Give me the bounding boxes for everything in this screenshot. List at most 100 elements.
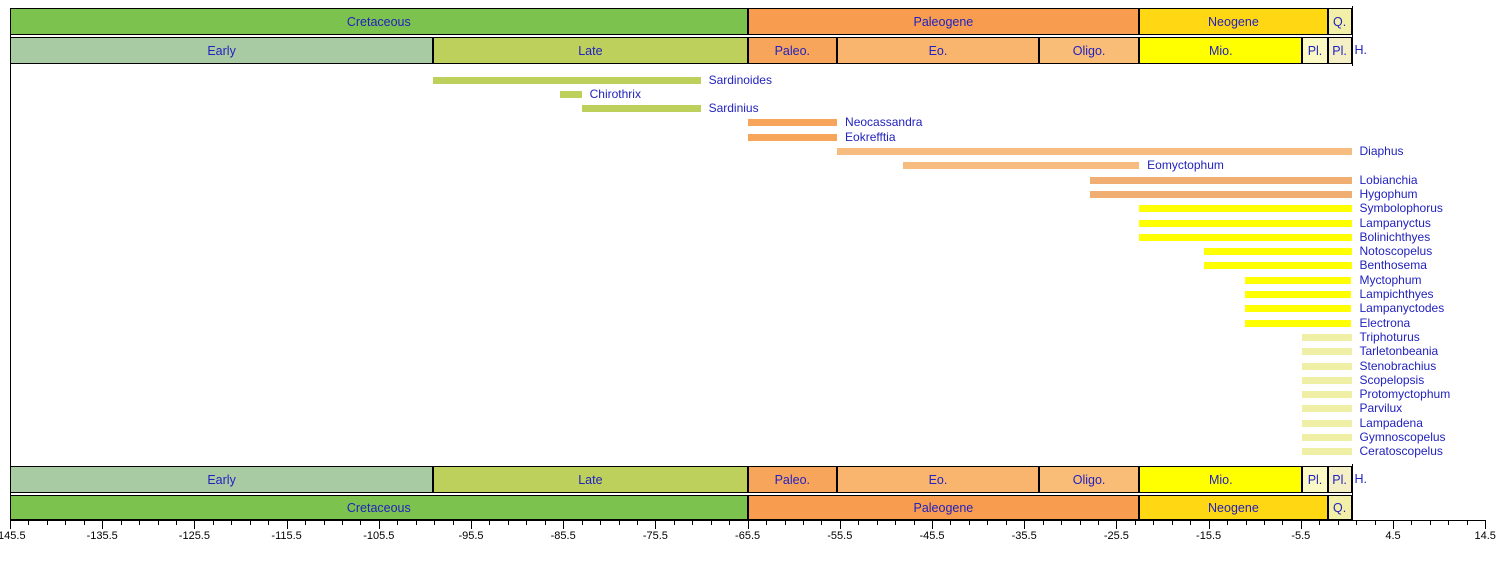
axis-minor-tick: [729, 521, 731, 525]
axis-minor-tick: [507, 521, 509, 525]
taxon-range-bar-parvilux: [1302, 405, 1352, 413]
taxon-range-bar-electrona: [1244, 319, 1352, 327]
taxon-label-tarletonbeania: Tarletonbeania: [1359, 344, 1439, 359]
axis-tick-label: -85.5: [550, 530, 576, 542]
taxon-range-bar-hygophum: [1089, 190, 1352, 198]
axis-minor-tick: [1282, 521, 1284, 525]
top-epoch-band-label: Oligo.: [1072, 43, 1106, 58]
axis-tick-label: -15.5: [1196, 530, 1222, 542]
axis-major-tick: [1024, 521, 1026, 529]
top-period-band-label: Cretaceous: [346, 14, 411, 29]
taxon-range-bar-myctophum: [1244, 276, 1352, 284]
present-day-boundary-line-bottom: [1352, 464, 1353, 520]
axis-minor-tick: [1061, 521, 1063, 525]
time-axis-line: [10, 520, 1487, 521]
axis-minor-tick: [766, 521, 767, 525]
axis-minor-tick: [544, 521, 546, 525]
axis-minor-tick: [987, 521, 989, 525]
taxon-label-scopelopsis: Scopelopsis: [1359, 372, 1425, 387]
taxon-range-bar-stenobrachius: [1302, 362, 1352, 370]
taxon-range-bar-lampadena: [1302, 419, 1352, 427]
axis-major-tick: [839, 521, 841, 529]
top-period-band-neogene-2: Neogene: [1139, 8, 1328, 35]
axis-minor-tick: [710, 521, 712, 525]
axis-minor-tick: [673, 521, 675, 525]
taxon-label-chirothrix: Chirothrix: [589, 86, 641, 101]
axis-minor-tick: [968, 521, 970, 525]
taxon-range-bar-notoscopelus: [1203, 248, 1352, 256]
bottom-epoch-band-late-1: Late: [433, 466, 748, 493]
bottom-epoch-band-h-label: H.: [1354, 471, 1368, 486]
axis-minor-tick: [157, 521, 159, 525]
top-epoch-band-label: Late: [578, 43, 603, 58]
taxon-range-bar-symbolophorus: [1139, 205, 1352, 213]
axis-minor-tick: [784, 521, 786, 525]
axis-minor-tick: [1153, 521, 1155, 525]
bottom-period-band-label: Cretaceous: [346, 500, 411, 515]
taxon-label-triphoturus: Triphoturus: [1359, 329, 1420, 344]
bottom-epoch-band-label: Oligo.: [1072, 472, 1106, 487]
top-epoch-band-label: Pl.: [1307, 43, 1323, 58]
axis-tick-label: -105.5: [363, 530, 395, 542]
top-epoch-band-eo-3: Eo.: [837, 37, 1039, 64]
bottom-period-band-q-3: Q.: [1327, 495, 1352, 520]
taxon-range-bar-protomyctophum: [1302, 391, 1352, 399]
axis-minor-tick: [46, 521, 48, 525]
axis-minor-tick: [692, 521, 694, 525]
top-epoch-band-label: Mio.: [1208, 43, 1233, 58]
top-epoch-band-label: Pl.: [1332, 43, 1347, 58]
axis-tick-label: -5.5: [1291, 530, 1311, 542]
axis-minor-tick: [1466, 521, 1468, 525]
top-epoch-band-pl-6: Pl.: [1302, 37, 1328, 64]
axis-minor-tick: [1374, 521, 1376, 525]
top-period-band-label: Q.: [1332, 14, 1347, 29]
axis-minor-tick: [231, 521, 233, 525]
taxon-range-bar-diaphus: [837, 148, 1352, 155]
axis-minor-tick: [1079, 521, 1081, 525]
taxon-range-bar-benthosema: [1203, 262, 1352, 270]
bottom-epoch-band-label: Early: [207, 472, 236, 487]
top-period-band-paleogene-1: Paleogene: [747, 8, 1140, 35]
taxon-range-bar-chirothrix: [560, 90, 582, 98]
bottom-epoch-band-mio-5: Mio.: [1139, 466, 1303, 493]
axis-minor-tick: [139, 521, 141, 525]
axis-major-tick: [194, 521, 196, 529]
taxon-label-bolinichthyes: Bolinichthyes: [1359, 229, 1431, 244]
taxon-range-bar-lobianchia: [1089, 176, 1352, 184]
taxon-range-bar-tarletonbeania: [1302, 348, 1352, 356]
axis-major-tick: [10, 521, 11, 529]
axis-minor-tick: [1319, 521, 1321, 525]
taxon-range-bar-bolinichthyes: [1139, 233, 1352, 241]
bottom-epoch-band-paleo-2: Paleo.: [747, 466, 838, 493]
axis-tick-label: -145.5: [0, 530, 26, 542]
taxon-label-hygophum: Hygophum: [1359, 186, 1418, 201]
top-epoch-band-oligo-4: Oligo.: [1038, 37, 1140, 64]
taxon-label-lampichthyes: Lampichthyes: [1359, 287, 1434, 301]
axis-minor-tick: [83, 521, 85, 525]
taxon-range-bar-eomyctophum: [903, 162, 1140, 170]
top-epoch-band-pl-7: Pl.: [1327, 37, 1352, 64]
axis-minor-tick: [1005, 521, 1007, 525]
axis-minor-tick: [1227, 521, 1228, 525]
taxon-label-lampanyctus: Lampanyctus: [1359, 215, 1431, 230]
bottom-epoch-band-label: Pl.: [1307, 472, 1323, 487]
axis-minor-tick: [1098, 521, 1099, 525]
axis-minor-tick: [28, 521, 30, 525]
axis-minor-tick: [1429, 521, 1431, 525]
top-epoch-band-paleo-2: Paleo.: [747, 37, 838, 64]
top-epoch-band-h-label: H.: [1354, 42, 1368, 57]
axis-minor-tick: [1134, 521, 1136, 525]
taxon-label-electrona: Electrona: [1359, 315, 1411, 330]
axis-major-tick: [1393, 521, 1394, 529]
axis-tick-label: -75.5: [642, 530, 668, 542]
axis-tick-label: 14.5: [1474, 530, 1496, 542]
axis-minor-tick: [802, 521, 804, 525]
axis-minor-tick: [526, 521, 528, 525]
axis-major-tick: [102, 521, 104, 529]
axis-minor-tick: [452, 521, 454, 525]
taxon-label-stenobrachius: Stenobrachius: [1359, 358, 1437, 373]
taxon-label-gymnoscopelus: Gymnoscopelus: [1359, 430, 1446, 444]
taxon-label-diaphus: Diaphus: [1359, 144, 1404, 158]
top-epoch-band-label: Paleo.: [774, 43, 811, 58]
